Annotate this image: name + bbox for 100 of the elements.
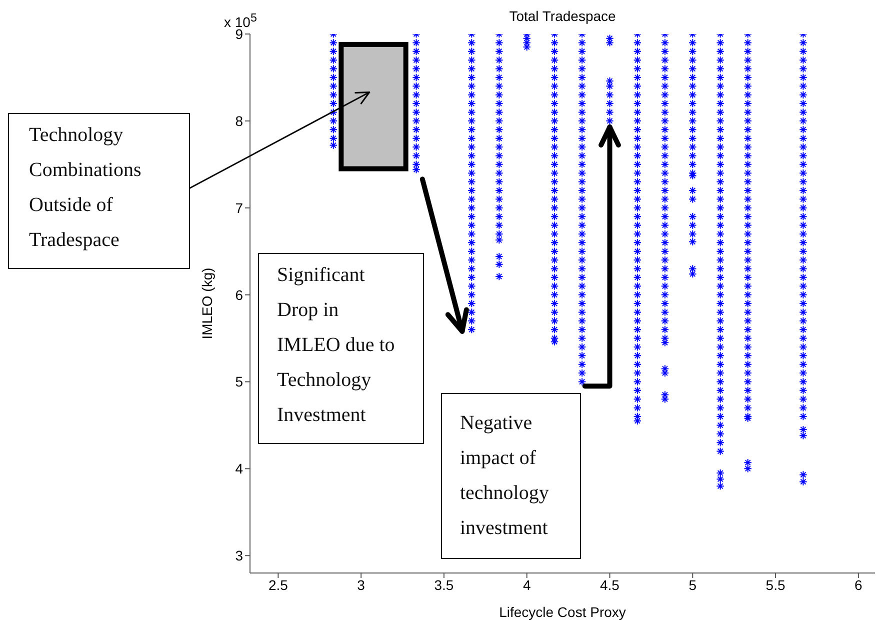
point <box>468 99 476 108</box>
point <box>799 160 808 169</box>
point <box>578 325 586 334</box>
point <box>660 108 670 116</box>
point <box>412 142 420 152</box>
point <box>412 126 420 134</box>
point <box>660 178 670 186</box>
point <box>688 152 697 160</box>
y-tick-label: 3 <box>235 548 244 564</box>
point <box>550 195 559 204</box>
point <box>495 272 504 281</box>
point <box>329 116 338 126</box>
point <box>550 56 559 64</box>
point <box>495 142 504 152</box>
point <box>606 82 614 90</box>
point <box>799 212 808 221</box>
point <box>578 204 586 212</box>
point <box>688 56 697 64</box>
point <box>578 368 586 378</box>
point <box>716 116 724 126</box>
point <box>799 378 808 386</box>
point <box>799 352 808 360</box>
point <box>468 134 476 142</box>
point <box>799 64 808 73</box>
point <box>550 160 559 169</box>
point <box>633 316 642 325</box>
point <box>329 108 338 116</box>
point <box>744 256 752 264</box>
point <box>660 338 670 347</box>
point <box>468 38 476 47</box>
point <box>329 38 338 47</box>
point <box>578 352 586 360</box>
point <box>468 290 476 299</box>
point <box>550 116 559 126</box>
point <box>578 82 586 90</box>
point <box>550 186 559 195</box>
point <box>799 334 808 342</box>
point <box>660 273 670 282</box>
point <box>495 168 504 178</box>
point <box>660 334 670 342</box>
point <box>744 464 752 473</box>
point <box>716 82 724 90</box>
point <box>744 458 752 467</box>
point <box>412 134 420 142</box>
point <box>744 378 752 386</box>
point <box>578 342 586 352</box>
point <box>578 212 586 221</box>
point <box>744 142 752 152</box>
point <box>633 416 642 425</box>
point <box>329 56 338 64</box>
point <box>633 195 642 204</box>
point <box>633 152 642 160</box>
point <box>660 204 670 212</box>
point <box>633 168 642 178</box>
point <box>660 126 670 134</box>
point <box>522 38 531 47</box>
point <box>688 186 697 195</box>
point <box>468 160 476 169</box>
point <box>550 316 559 325</box>
y-axis-title: IMLEO (kg) <box>199 268 215 340</box>
point <box>495 56 504 64</box>
point <box>744 47 752 56</box>
point <box>688 212 697 221</box>
point <box>660 168 670 178</box>
point <box>744 108 752 116</box>
point <box>799 425 808 434</box>
point <box>716 438 724 447</box>
point <box>468 116 476 126</box>
point <box>660 212 670 221</box>
point <box>578 264 586 273</box>
point <box>633 360 642 368</box>
point <box>660 308 670 316</box>
point <box>633 290 642 299</box>
point <box>550 108 559 116</box>
point <box>660 90 670 99</box>
point <box>495 195 504 204</box>
point <box>799 325 808 334</box>
point <box>495 252 504 261</box>
point <box>550 64 559 73</box>
point <box>468 256 476 264</box>
point <box>633 273 642 282</box>
point <box>660 247 670 256</box>
point <box>716 99 724 108</box>
point <box>716 290 724 299</box>
point <box>633 99 642 108</box>
point <box>744 178 752 186</box>
point <box>660 47 670 56</box>
point <box>412 99 420 108</box>
point <box>633 212 642 221</box>
point <box>578 56 586 64</box>
point <box>578 152 586 160</box>
point <box>744 195 752 204</box>
point <box>633 299 642 308</box>
point <box>550 256 559 264</box>
point <box>412 166 420 174</box>
point <box>744 116 752 126</box>
point <box>744 126 752 134</box>
point <box>716 482 724 490</box>
point <box>660 142 670 152</box>
point <box>799 238 808 247</box>
